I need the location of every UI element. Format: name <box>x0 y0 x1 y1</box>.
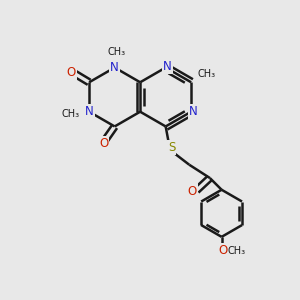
Text: CH₃: CH₃ <box>227 246 245 256</box>
Text: N: N <box>163 60 172 73</box>
Text: CH₃: CH₃ <box>62 109 80 119</box>
Text: N: N <box>85 105 94 118</box>
Text: O: O <box>188 184 197 197</box>
Text: N: N <box>189 105 198 118</box>
Text: O: O <box>67 66 76 79</box>
Text: N: N <box>110 61 119 74</box>
Text: S: S <box>168 141 175 154</box>
Text: CH₃: CH₃ <box>197 69 215 79</box>
Text: CH₃: CH₃ <box>107 47 125 57</box>
Text: O: O <box>99 137 108 150</box>
Text: O: O <box>218 244 228 257</box>
